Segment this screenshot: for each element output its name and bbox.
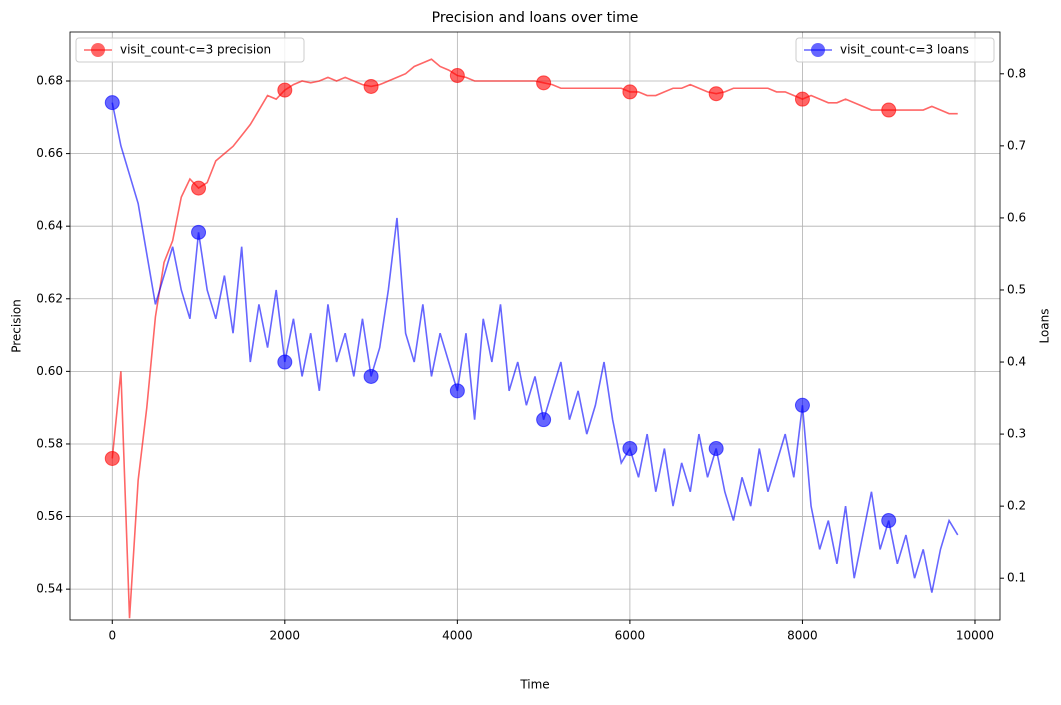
y2-tick-label: 0.1	[1007, 571, 1026, 585]
series-line	[111, 58, 958, 619]
series-marker	[363, 78, 379, 94]
series-marker	[708, 86, 724, 102]
legend-label: visit_count-c=3 loans	[840, 43, 969, 57]
y2-tick-label: 0.6	[1007, 210, 1026, 224]
series-marker	[191, 224, 207, 240]
y2-tick-label: 0.3	[1007, 427, 1026, 441]
series-marker	[363, 368, 379, 384]
y-tick-label: 0.60	[36, 364, 63, 378]
y2-tick-label: 0.7	[1007, 138, 1026, 152]
x-tick-label: 8000	[787, 629, 818, 643]
x-tick-label: 0	[108, 629, 116, 643]
y-tick-label: 0.56	[36, 509, 63, 523]
y2-tick-label: 0.5	[1007, 282, 1026, 296]
y-tick-label: 0.54	[36, 582, 63, 596]
y-axis-label: Precision	[10, 299, 24, 353]
series-marker	[794, 397, 810, 413]
y-tick-label: 0.66	[36, 146, 63, 160]
y-tick-label: 0.62	[36, 291, 63, 305]
legend: visit_count-c=3 precision	[75, 37, 305, 63]
y2-tick-label: 0.4	[1007, 355, 1026, 369]
series-marker	[277, 354, 293, 370]
legend-label: visit_count-c=3 precision	[120, 43, 271, 57]
x-tick-label: 4000	[442, 629, 473, 643]
x-tick-label: 10000	[956, 629, 994, 643]
y-tick-label: 0.64	[36, 219, 63, 233]
series-marker	[536, 412, 552, 428]
series-marker	[104, 95, 120, 111]
legend-box	[795, 37, 995, 63]
legend-box	[75, 37, 305, 63]
y-tick-label: 0.68	[36, 74, 63, 88]
series-marker	[191, 180, 207, 196]
x-axis-label: Time	[519, 678, 549, 692]
y-tick-label: 0.58	[36, 436, 63, 450]
legend-marker	[811, 43, 825, 57]
plot-frame	[69, 31, 1001, 621]
series-marker	[449, 383, 465, 399]
chart-title: Precision and loans over time	[432, 10, 639, 26]
series-marker	[622, 84, 638, 100]
legend-marker	[91, 43, 105, 57]
series-marker	[449, 68, 465, 84]
x-tick-label: 2000	[270, 629, 301, 643]
series-marker	[104, 450, 120, 466]
series-marker	[881, 102, 897, 118]
series-marker	[622, 441, 638, 456]
y2-axis-label: Loans	[1038, 308, 1052, 343]
legend: visit_count-c=3 loans	[795, 37, 995, 63]
series-marker	[708, 441, 724, 456]
series-line	[111, 102, 959, 593]
y2-tick-label: 0.2	[1007, 499, 1026, 513]
x-tick-label: 6000	[615, 629, 646, 643]
y2-tick-label: 0.8	[1007, 66, 1026, 80]
series-marker	[794, 91, 810, 107]
series-marker	[536, 75, 552, 91]
series-marker	[277, 82, 293, 98]
series-marker	[881, 513, 897, 529]
